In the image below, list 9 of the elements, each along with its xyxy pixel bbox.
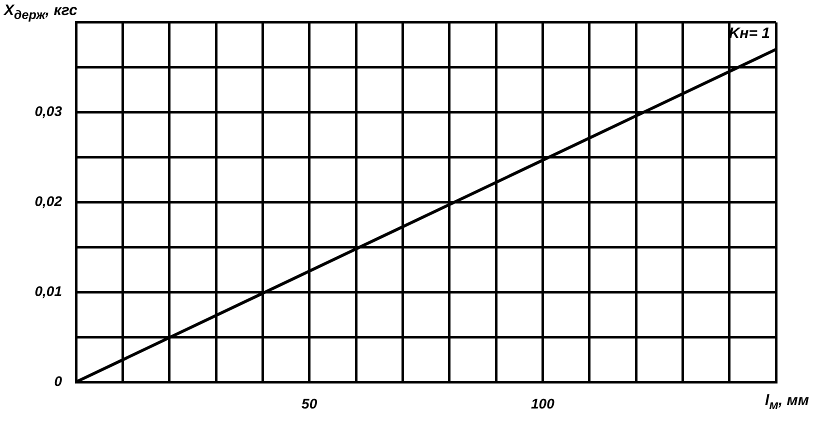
y-tick-label: 0,02 (34, 193, 62, 210)
y-axis-title: X$_{держ}$, кгс (4, 2, 78, 22)
x-tick-label: 50 (302, 395, 318, 412)
y-tick-label: 0 (54, 372, 62, 389)
x-tick-label: 100 (530, 395, 555, 412)
series-label: Kн= 1 (728, 25, 770, 42)
y-tick-label: 0,03 (34, 103, 62, 120)
y-tick-label: 0,01 (34, 282, 62, 299)
x-axis-title: l$_{м}$, мм (765, 392, 809, 412)
